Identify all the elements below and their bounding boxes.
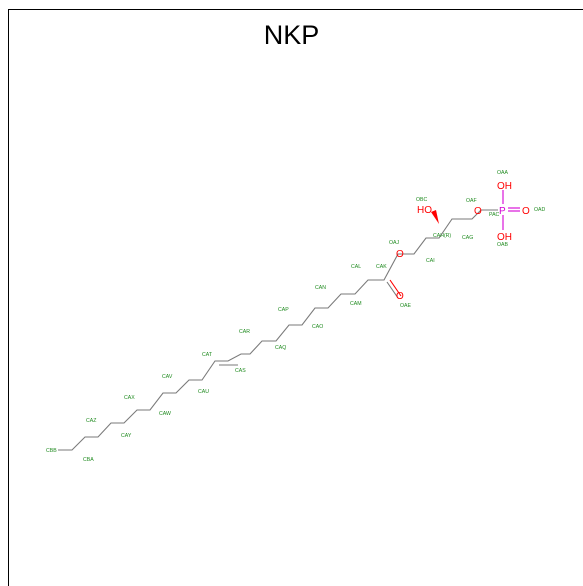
carbon-chain-bond [58,209,498,451]
o-carbonyl-label: O [396,291,404,302]
atom-label-cba: CBA [83,457,94,463]
oh-bottom-label: OH [497,232,512,243]
molecule-title: NKP [263,20,320,50]
atom-label-cay: CAY [121,433,132,439]
phosphorus-label: P [499,206,506,217]
atom-label-cav: CAV [162,374,173,380]
atom-label-can: CAN [315,285,326,291]
atom-label-oae: OAE [400,303,411,309]
atom-label-cas: CAS [235,368,246,374]
atom-label-cao: CAO [312,324,323,330]
atom-label-cap: CAP [278,307,289,313]
atom-label-cax: CAX [124,395,135,401]
atom-label-oaf: OAF [466,198,477,204]
atom-label-obc: OBC [416,197,427,203]
atom-label-cat: CAT [202,352,213,358]
atom-label-pac: PAC [489,212,500,218]
atom-label-caq: CAQ [275,345,286,351]
o-double-label: O [522,206,530,217]
atom-label-cau: CAU [198,389,209,395]
atom-label-cal: CAL [351,264,361,270]
atom-label-cam: CAM [350,301,362,307]
carbonyl-bond [386,281,399,299]
atom-label-oaa: OAA [497,170,508,176]
atom-label-caz: CAZ [86,418,96,424]
o-phosphate-ester-label: O [474,206,482,217]
diagram-frame [8,9,583,586]
atom-label-caw: CAW [159,411,171,417]
atom-label-cah: CAH(R) [433,233,451,239]
ho-label: HO [417,205,432,216]
atom-label-oaj: OAJ [389,240,399,246]
atom-label-cbb: CBB [46,448,57,454]
atom-label-oab: OAB [497,242,508,248]
atom-label-cak: CAK [376,264,387,270]
o-ester-label: O [396,249,404,260]
atom-label-cai: CAI [426,258,435,264]
atom-label-car: CAR [239,329,250,335]
atom-label-oad: OAD [534,207,545,213]
stereo-wedge [431,210,439,224]
carbonyl-bond-o [389,279,402,297]
atom-label-cag: CAG [462,235,473,241]
oh-top-label: OH [497,181,512,192]
